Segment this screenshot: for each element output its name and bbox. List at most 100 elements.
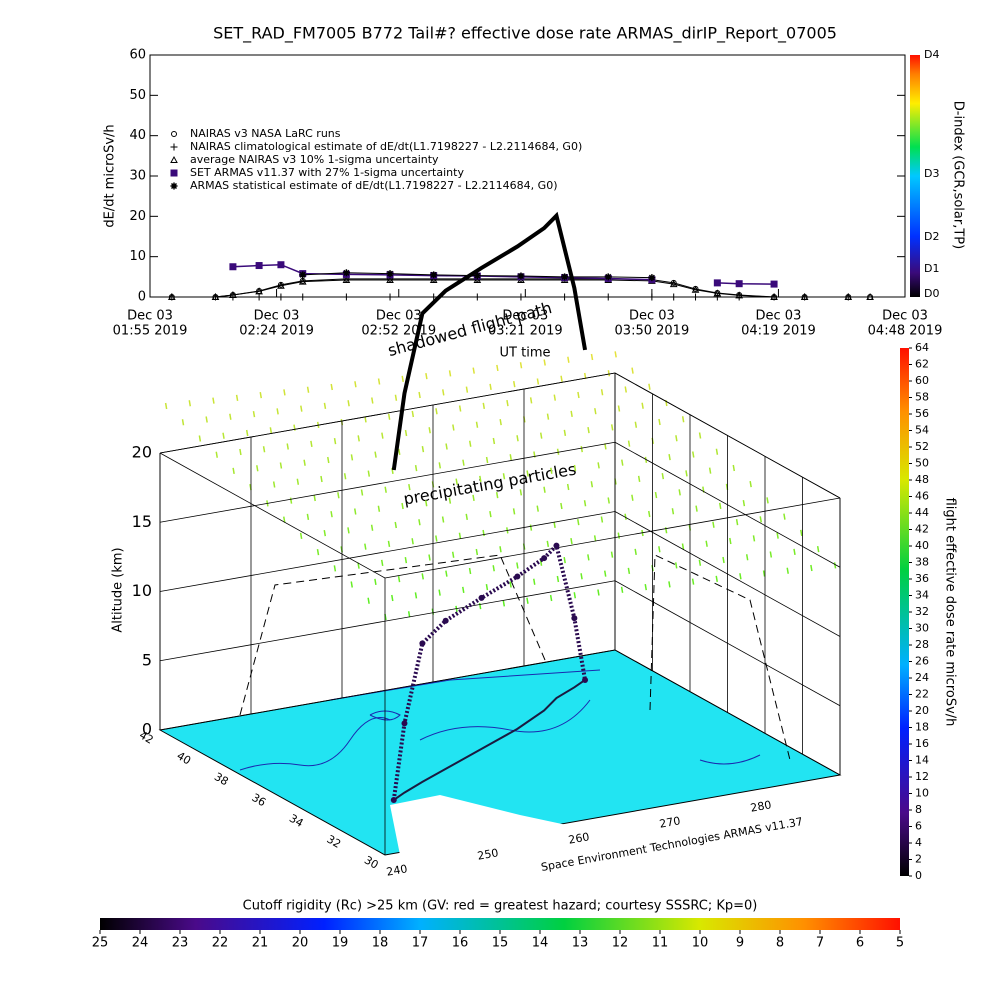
colorbar-tick-label: 22 bbox=[212, 936, 229, 951]
particle-dash bbox=[418, 519, 421, 526]
particle-dash bbox=[465, 386, 469, 393]
particle-dash bbox=[735, 518, 739, 526]
x-tick-label: Dec 03 bbox=[756, 309, 802, 324]
marker bbox=[670, 293, 678, 301]
particle-dash bbox=[448, 497, 452, 504]
grid-line bbox=[159, 580, 616, 662]
particle-dash bbox=[259, 392, 263, 399]
colorbar-tick-label: 15 bbox=[492, 936, 509, 951]
marker bbox=[648, 274, 656, 282]
legend-label: ARMAS statistical estimate of dE/dt(L1.7… bbox=[190, 179, 557, 192]
particle-dash bbox=[411, 410, 415, 418]
particle-dash bbox=[239, 448, 242, 456]
track-point bbox=[553, 542, 560, 549]
particle-dash bbox=[462, 459, 465, 466]
particle-dash bbox=[759, 516, 762, 523]
colorbar-tick-label: 5 bbox=[896, 936, 904, 951]
particle-dash bbox=[472, 367, 475, 374]
marker bbox=[430, 271, 438, 279]
colorbar-tick-label: 30 bbox=[915, 622, 929, 635]
particle-dash bbox=[529, 397, 533, 404]
particle-dash bbox=[482, 529, 485, 537]
particle-dash bbox=[587, 427, 590, 434]
colorbar-tick-label: 40 bbox=[915, 539, 929, 552]
colorbar-tick-label: 14 bbox=[915, 754, 929, 767]
particle-dash bbox=[357, 435, 360, 442]
particle-dash bbox=[570, 410, 573, 418]
particle-dash bbox=[708, 467, 712, 474]
particle-dash bbox=[485, 456, 489, 464]
particle-dash bbox=[607, 370, 611, 377]
track-point bbox=[541, 555, 548, 562]
particle-dash bbox=[573, 592, 577, 599]
marker bbox=[229, 290, 237, 298]
colorbar-tick-label: 16 bbox=[452, 936, 469, 951]
particle-dash bbox=[496, 364, 499, 372]
particle-dash bbox=[722, 556, 725, 564]
marker bbox=[692, 293, 700, 301]
particle-dash bbox=[445, 570, 448, 577]
particle-dash bbox=[526, 470, 529, 477]
particle-dash bbox=[404, 557, 408, 564]
particle-dash bbox=[577, 391, 580, 399]
particle-dash bbox=[350, 581, 353, 588]
colorbar-tick-label: 20 bbox=[292, 936, 309, 951]
particle-dash bbox=[692, 451, 695, 458]
particle-dash bbox=[560, 375, 563, 382]
colorbar-tick-label: 50 bbox=[915, 457, 929, 470]
particle-dash bbox=[658, 546, 661, 553]
colorbar-tick-label: D3 bbox=[924, 167, 939, 180]
particle-dash bbox=[833, 562, 837, 569]
particle-dash bbox=[327, 456, 330, 464]
marker bbox=[167, 292, 176, 300]
particle-dash bbox=[343, 473, 347, 480]
marker bbox=[386, 276, 394, 284]
particle-dash bbox=[354, 381, 357, 388]
particle-dash bbox=[256, 465, 259, 472]
marker bbox=[517, 272, 525, 280]
particle-dash bbox=[563, 556, 566, 564]
colorbar-tick-label: 64 bbox=[915, 341, 929, 354]
particle-dash bbox=[404, 429, 408, 437]
particle-dash bbox=[543, 486, 546, 493]
particle-dash bbox=[316, 548, 320, 556]
marker bbox=[255, 287, 263, 295]
particle-dash bbox=[245, 429, 249, 437]
colorbar-tick-label: 58 bbox=[915, 391, 929, 404]
particle-dash bbox=[360, 489, 364, 496]
particle-dash bbox=[222, 432, 225, 439]
colorbar-tick-label: 22 bbox=[915, 688, 929, 701]
particle-dash bbox=[397, 575, 401, 583]
particle-dash bbox=[472, 494, 475, 501]
particle-dash bbox=[482, 402, 486, 409]
particle-dash bbox=[387, 413, 391, 420]
particle-dash bbox=[519, 489, 523, 496]
particle-dash bbox=[394, 394, 398, 401]
particle-dash bbox=[560, 502, 563, 510]
marker bbox=[277, 281, 285, 289]
colorbar-tick-label: 12 bbox=[915, 770, 929, 783]
x-tick-label: Dec 03 bbox=[254, 309, 300, 324]
z-tick-label: 10 bbox=[132, 581, 152, 600]
colorbar-tick-label: 13 bbox=[572, 936, 589, 951]
particle-dash bbox=[627, 440, 631, 447]
marker bbox=[713, 293, 721, 301]
particle-dash bbox=[685, 470, 688, 477]
particle-dash bbox=[350, 454, 354, 461]
x-tick-label: Dec 03 bbox=[502, 309, 548, 324]
colorbar-tick-label: D1 bbox=[924, 262, 939, 275]
lon-tick-label: 250 bbox=[476, 846, 499, 862]
map-ocean bbox=[390, 795, 590, 855]
particle-dash bbox=[600, 516, 604, 523]
particle-dash bbox=[715, 575, 718, 583]
particle-dash bbox=[573, 464, 577, 472]
marker bbox=[735, 280, 743, 288]
particle-dash bbox=[529, 524, 533, 531]
particle-dash bbox=[624, 386, 627, 393]
particle-dash bbox=[333, 565, 337, 572]
particle-dash bbox=[398, 448, 401, 456]
particle-dash bbox=[452, 424, 455, 431]
particle-dash bbox=[739, 573, 742, 580]
grid-line bbox=[159, 441, 616, 523]
particle-dash bbox=[441, 516, 445, 523]
